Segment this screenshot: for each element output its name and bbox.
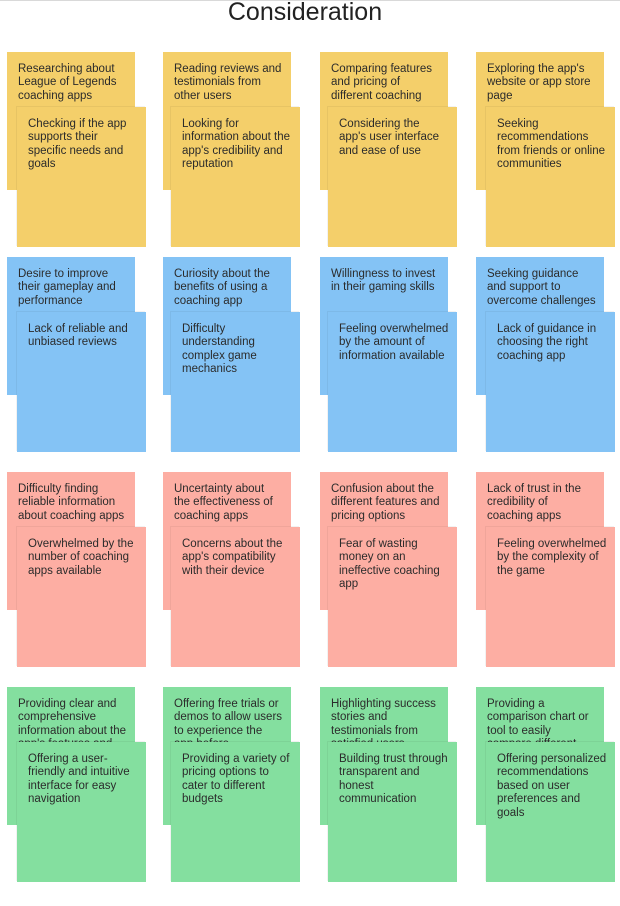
sticky-note[interactable]: Offering a user-friendly and intuitive i… <box>17 742 146 882</box>
sticky-note[interactable]: Considering the app's user interface and… <box>328 107 457 247</box>
sticky-note[interactable]: Checking if the app supports their speci… <box>17 107 146 247</box>
top-divider <box>0 0 620 1</box>
sticky-note[interactable]: Feeling overwhelmed by the complexity of… <box>486 527 615 667</box>
sticky-note[interactable]: Overwhelmed by the number of coaching ap… <box>17 527 146 667</box>
sticky-note[interactable]: Building trust through transparent and h… <box>328 742 457 882</box>
sticky-note[interactable]: Providing a variety of pricing options t… <box>171 742 300 882</box>
sticky-note[interactable]: Offering personalized recommendations ba… <box>486 742 615 882</box>
board-title: Consideration <box>227 0 383 26</box>
sticky-note[interactable]: Difficulty understanding complex game me… <box>171 312 300 452</box>
sticky-note[interactable]: Seeking recommendations from friends or … <box>486 107 615 247</box>
sticky-note[interactable]: Looking for information about the app's … <box>171 107 300 247</box>
sticky-note[interactable]: Concerns about the app's compatibility w… <box>171 527 300 667</box>
sticky-note[interactable]: Lack of guidance in choosing the right c… <box>486 312 615 452</box>
sticky-note[interactable]: Fear of wasting money on an ineffective … <box>328 527 457 667</box>
sticky-note[interactable]: Feeling overwhelmed by the amount of inf… <box>328 312 457 452</box>
sticky-note[interactable]: Lack of reliable and unbiased reviews <box>17 312 146 452</box>
